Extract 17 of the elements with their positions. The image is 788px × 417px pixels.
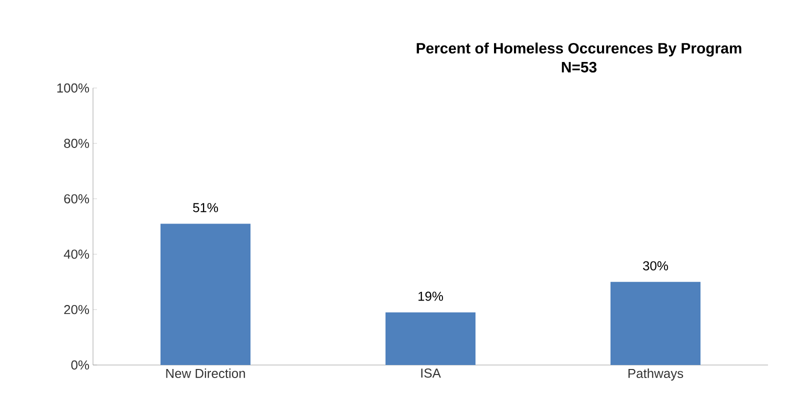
bar [386,312,476,365]
x-tick-label: ISA [421,368,441,378]
chart-title: Percent of Homeless Occurences By Program [416,42,742,57]
data-label: 51% [193,203,218,212]
chart-subtitle: N=53 [562,62,597,73]
x-tick-label: New Direction [166,368,245,378]
y-tick-label: 20% [64,305,90,314]
data-label: 30% [643,261,668,270]
y-tick-label: 80% [64,138,90,148]
bar [610,282,701,365]
y-tick-label: 40% [64,250,90,259]
x-tick-label: Pathways [628,368,684,381]
y-tick-label: 60% [64,194,90,204]
y-tick-label: 0% [71,360,90,370]
data-label: 19% [418,292,444,301]
bar [160,224,250,365]
y-tick-label: 100% [57,83,90,93]
